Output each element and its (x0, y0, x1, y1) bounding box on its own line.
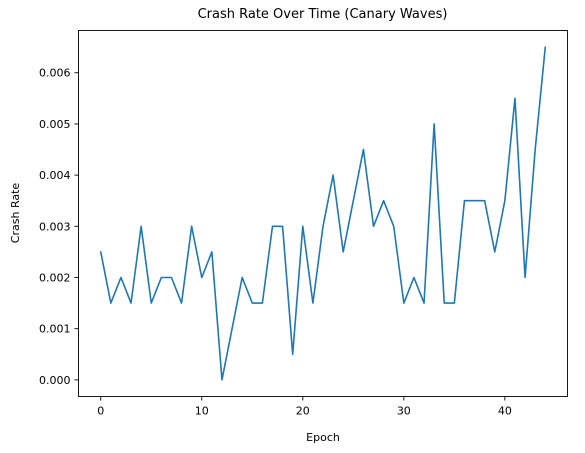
x-tick-label: 40 (498, 405, 512, 418)
y-tick-label: 0.004 (39, 169, 71, 182)
x-tick-label: 30 (397, 405, 411, 418)
y-tick-label: 0.006 (39, 67, 71, 80)
series-line-crash-rate (99, 46, 547, 381)
y-axis-label: Crash Rate (9, 183, 22, 244)
y-tick-label: 0.003 (39, 220, 71, 233)
plot-area-frame (78, 30, 568, 397)
y-tick-label: 0.005 (39, 118, 71, 131)
x-tick-label: 0 (97, 405, 104, 418)
x-tick-label: 20 (296, 405, 310, 418)
chart-title: Crash Rate Over Time (Canary Waves) (198, 7, 448, 22)
x-axis-label: Epoch (306, 431, 340, 444)
y-tick-label: 0.001 (39, 323, 71, 336)
y-axis-ticks: 0.000 0.001 0.002 0.003 0.004 0.005 0.006 (39, 67, 79, 387)
x-tick-label: 10 (195, 405, 209, 418)
y-tick-label: 0.000 (39, 374, 71, 387)
y-tick-label: 0.002 (39, 271, 71, 284)
x-axis-ticks: 0 10 20 30 40 (97, 396, 512, 418)
